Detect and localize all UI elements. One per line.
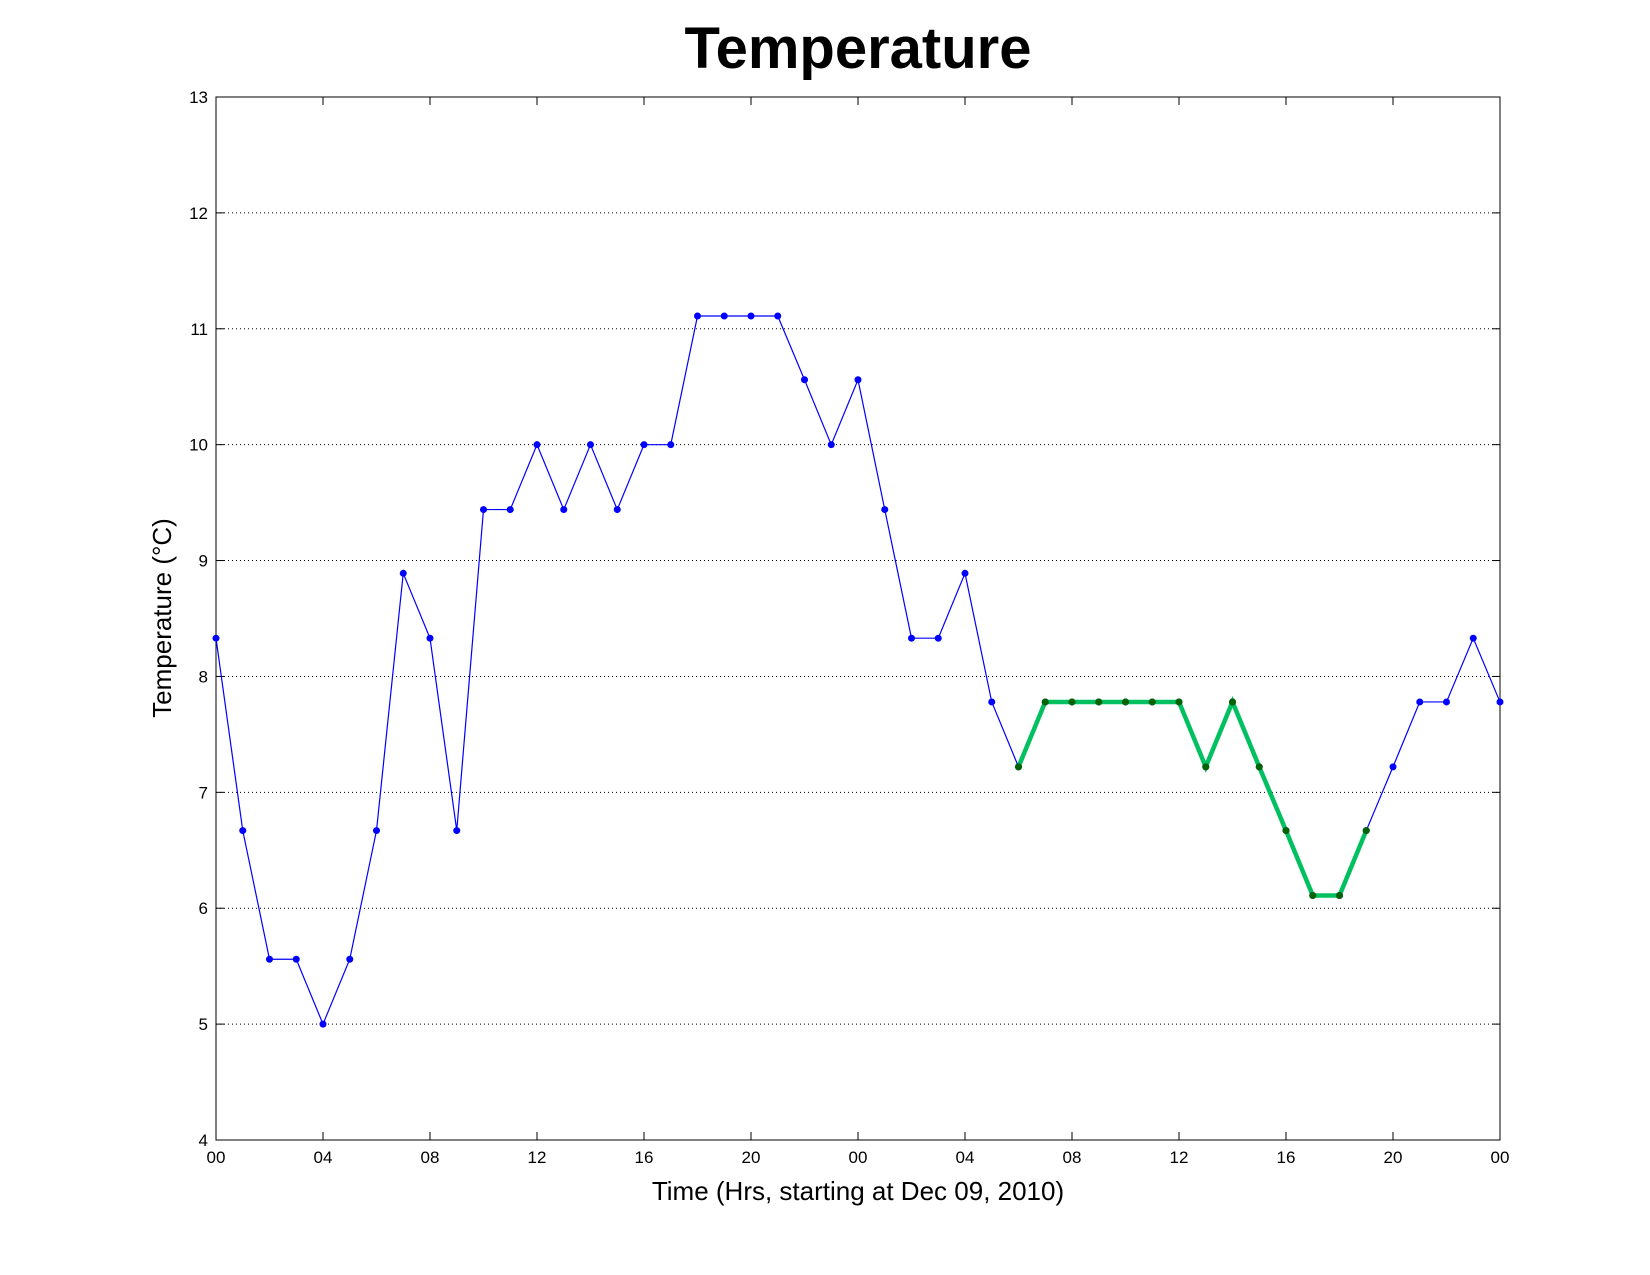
observed-series-line <box>215 315 1501 1026</box>
observed-point <box>239 827 247 835</box>
y-tick-label: 9 <box>199 552 208 571</box>
observed-point <box>212 634 220 642</box>
x-tick-label: 20 <box>742 1148 761 1167</box>
observed-point <box>1389 763 1397 771</box>
grid-lines <box>216 212 1500 1025</box>
observed-point <box>988 698 996 706</box>
observed-point <box>694 312 701 320</box>
observed-point <box>1469 634 1477 642</box>
observed-point <box>1443 698 1450 706</box>
observed-point <box>399 569 407 577</box>
observed-point <box>319 1020 327 1028</box>
x-tick-label: 16 <box>1277 1148 1296 1167</box>
observed-point <box>827 441 835 449</box>
observed-point <box>667 441 675 449</box>
x-tick-label: 12 <box>528 1148 547 1167</box>
y-tick-label: 7 <box>199 783 208 802</box>
y-tick-label: 4 <box>199 1131 208 1150</box>
x-tick-label: 12 <box>1170 1148 1189 1167</box>
observed-point <box>747 312 755 320</box>
x-tick-label: 20 <box>1384 1148 1403 1167</box>
observed-point <box>854 376 862 384</box>
observed-point <box>506 506 514 514</box>
highlight-point <box>1068 698 1076 706</box>
plot-area-frame <box>215 96 1501 1141</box>
x-tick-label: 08 <box>1063 1148 1082 1167</box>
observed-point <box>453 827 461 835</box>
x-tick-label: 04 <box>314 1148 333 1167</box>
highlight-point <box>1255 763 1263 771</box>
observed-point <box>801 376 808 384</box>
observed-point <box>292 955 300 963</box>
y-tick-label: 12 <box>189 204 208 223</box>
observed-point <box>266 955 273 963</box>
observed-point <box>1496 698 1504 706</box>
highlight-point <box>1229 698 1236 706</box>
observed-point <box>934 634 942 642</box>
observed-point <box>373 827 380 835</box>
observed-point <box>587 441 594 449</box>
data-series <box>212 312 1504 1028</box>
x-tick-label: 00 <box>207 1148 226 1167</box>
chart-title: Temperature <box>684 16 1031 81</box>
highlight-point <box>1309 891 1317 899</box>
highlight-point <box>1282 827 1290 835</box>
axis-ticks: 4 5 6 7 8 9 10 11 12 13 00 04 08 12 16 20 00 04 08 12 16 20 00 <box>189 88 1509 1167</box>
observed-point <box>720 312 728 320</box>
observed-point <box>480 506 487 514</box>
observed-point <box>908 634 915 642</box>
y-tick-label: 5 <box>199 1015 208 1034</box>
observed-point <box>426 634 434 642</box>
y-tick-label: 11 <box>190 320 208 339</box>
x-axis-label: Time (Hrs, starting at Dec 09, 2010) <box>652 1176 1064 1206</box>
observed-point <box>533 441 541 449</box>
x-tick-label: 00 <box>1491 1148 1510 1167</box>
highlight-point <box>1362 827 1370 835</box>
highlight-point <box>1041 698 1049 706</box>
highlight-point <box>1095 698 1103 706</box>
observed-point <box>961 569 969 577</box>
observed-point <box>1416 698 1424 706</box>
highlight-point <box>1175 698 1183 706</box>
y-axis-label: Temperature (°C) <box>147 518 177 718</box>
highlight-point <box>1015 763 1022 771</box>
y-tick-label: 10 <box>189 436 208 455</box>
y-tick-label: 13 <box>189 88 208 107</box>
highlight-point <box>1122 698 1129 706</box>
highlight-point <box>1202 763 1210 771</box>
highlight-point <box>1148 698 1156 706</box>
observed-point <box>881 506 889 514</box>
highlight-series-line <box>1016 696 1369 898</box>
y-tick-label: 8 <box>199 667 208 686</box>
x-tick-label: 16 <box>635 1148 654 1167</box>
observed-point <box>346 955 354 963</box>
x-tick-label: 08 <box>421 1148 440 1167</box>
highlight-point <box>1336 891 1343 899</box>
observed-point <box>560 506 568 514</box>
x-tick-label: 00 <box>849 1148 868 1167</box>
observed-point <box>774 312 782 320</box>
x-tick-label: 04 <box>956 1148 975 1167</box>
observed-point <box>640 441 648 449</box>
y-tick-label: 6 <box>199 899 208 918</box>
observed-point <box>613 506 621 514</box>
